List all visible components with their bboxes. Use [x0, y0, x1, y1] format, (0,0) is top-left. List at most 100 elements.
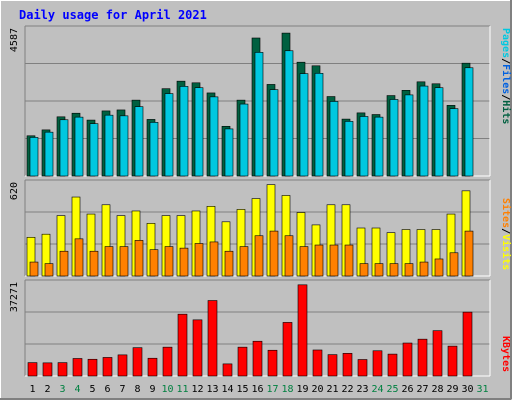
- y-max-label: 620: [9, 182, 20, 200]
- bar-pages: [149, 122, 159, 177]
- x-tick-label: 5: [89, 384, 95, 395]
- bar-sites: [104, 246, 114, 277]
- bar-sites: [149, 249, 159, 277]
- x-tick-label: 9: [149, 384, 155, 395]
- x-tick-label: 24: [371, 384, 383, 395]
- bar-sites: [359, 263, 369, 277]
- bar-pages: [404, 94, 414, 177]
- x-tick-label: 11: [176, 384, 188, 395]
- bar-kbytes: [357, 359, 368, 377]
- x-tick-label: 28: [431, 384, 443, 395]
- bar-kbytes: [192, 319, 203, 377]
- bar-kbytes: [252, 340, 263, 377]
- bar-kbytes: [27, 362, 38, 377]
- y-max-label: 4587: [9, 28, 20, 52]
- bar-pages: [449, 108, 459, 177]
- x-axis-labels: 1 2 3 4 5 6 7 8 9 10 11 12 13 14 15 16 17 18 19 20 21 22 23 24 2…: [29, 384, 488, 395]
- x-tick-label: 25: [386, 384, 398, 395]
- bar-sites: [209, 241, 219, 277]
- bar-sites: [434, 258, 444, 277]
- x-tick-label: 20: [311, 384, 323, 395]
- x-tick-label: 4: [74, 384, 80, 395]
- bar-pages: [74, 116, 84, 177]
- bar-kbytes: [162, 346, 173, 377]
- bar-sites: [194, 243, 204, 277]
- bar-sites: [44, 263, 54, 277]
- bar-pages: [104, 114, 114, 177]
- bar-sites: [239, 246, 249, 277]
- bar-kbytes: [57, 362, 68, 377]
- bar-sites: [164, 246, 174, 277]
- bar-sites: [224, 250, 234, 277]
- x-tick-label: 15: [236, 384, 248, 395]
- bar-pages: [134, 106, 144, 177]
- bar-sites: [74, 238, 84, 277]
- bar-pages: [419, 85, 429, 177]
- bar-sites: [284, 235, 294, 277]
- x-tick-label: 13: [206, 384, 218, 395]
- bar-pages: [284, 50, 294, 177]
- bar-sites: [389, 263, 399, 277]
- bar-sites: [329, 244, 339, 277]
- bar-kbytes: [102, 357, 113, 377]
- x-tick-label: 18: [281, 384, 293, 395]
- bar-sites: [29, 261, 39, 277]
- legend-label: Sites/Visits: [500, 198, 512, 270]
- bar-kbytes: [222, 363, 233, 377]
- bar-pages: [464, 67, 474, 177]
- bar-pages: [119, 115, 129, 177]
- bar-sites: [404, 263, 414, 277]
- bar-pages: [224, 128, 234, 177]
- bar-sites: [299, 246, 309, 277]
- bar-pages: [179, 86, 189, 177]
- bar-sites: [254, 235, 264, 277]
- bar-kbytes: [87, 358, 98, 377]
- bar-pages: [29, 137, 39, 177]
- x-tick-label: 7: [119, 384, 125, 395]
- bar-kbytes: [207, 300, 218, 377]
- bar-sites: [59, 250, 69, 277]
- bar-pages: [59, 119, 69, 177]
- y-max-label: 37271: [9, 282, 20, 312]
- bar-kbytes: [387, 353, 398, 377]
- bar-pages: [164, 93, 174, 177]
- x-tick-label: 2: [44, 384, 50, 395]
- bar-kbytes: [117, 354, 128, 377]
- x-tick-label: 8: [134, 384, 140, 395]
- x-tick-label: 3: [59, 384, 65, 395]
- bar-kbytes: [312, 349, 323, 377]
- bar-kbytes: [327, 354, 338, 377]
- bar-pages: [344, 121, 354, 177]
- bar-sites: [314, 244, 324, 277]
- x-tick-label: 31: [476, 384, 488, 395]
- bar-kbytes: [417, 338, 428, 377]
- bar-kbytes: [282, 322, 293, 377]
- bar-kbytes: [177, 313, 188, 377]
- x-tick-label: 23: [356, 384, 368, 395]
- visits-sites-panel: 620: [9, 179, 491, 277]
- x-tick-label: 17: [266, 384, 278, 395]
- legend-label: Pages/Files/Hits: [500, 28, 512, 124]
- bar-pages: [89, 123, 99, 177]
- bar-pages: [434, 87, 444, 177]
- bar-pages: [44, 131, 54, 177]
- bar-pages: [269, 89, 279, 177]
- x-tick-label: 30: [461, 384, 473, 395]
- x-tick-label: 16: [251, 384, 263, 395]
- bar-kbytes: [297, 284, 308, 377]
- bar-sites: [119, 246, 129, 277]
- x-tick-label: 27: [416, 384, 428, 395]
- bar-sites: [269, 230, 279, 277]
- bar-pages: [389, 99, 399, 177]
- legend-label: KBytes: [500, 336, 511, 372]
- bar-kbytes: [72, 358, 83, 377]
- bar-kbytes: [402, 342, 413, 377]
- bar-sites: [344, 244, 354, 277]
- bar-kbytes: [42, 362, 53, 377]
- x-tick-label: 19: [296, 384, 308, 395]
- bar-kbytes: [342, 353, 353, 377]
- x-tick-label: 12: [191, 384, 203, 395]
- x-tick-label: 10: [161, 384, 173, 395]
- legend-labels: Pages/Files/Hits Sites/Visits KBytes: [500, 28, 512, 372]
